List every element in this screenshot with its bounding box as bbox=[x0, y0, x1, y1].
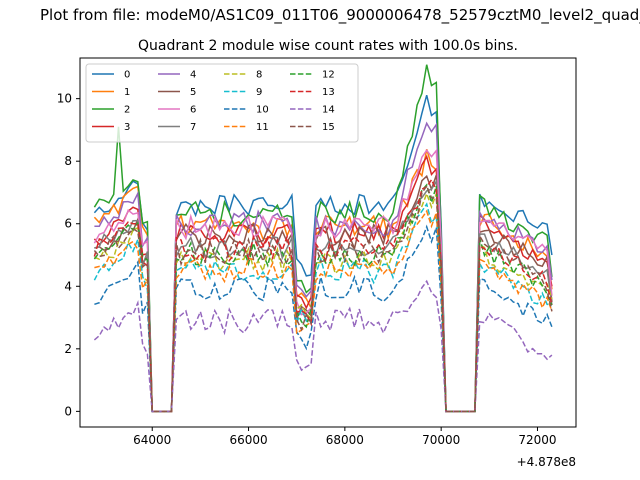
chart-title: Quadrant 2 module wise count rates with … bbox=[138, 38, 518, 54]
y-tick-label: 4 bbox=[64, 279, 72, 293]
x-tick-label: 64000 bbox=[133, 433, 171, 447]
legend-label-12: 12 bbox=[322, 70, 335, 81]
legend-label-3: 3 bbox=[124, 122, 130, 133]
y-tick-label: 8 bbox=[64, 154, 72, 168]
y-tick-label: 2 bbox=[64, 342, 72, 356]
axes: 64000 66000 68000 70000 72000 0 2 4 6 8 10 bbox=[57, 92, 557, 447]
series-line-15 bbox=[93, 184, 553, 413]
legend-label-2: 2 bbox=[124, 105, 130, 116]
legend-label-10: 10 bbox=[256, 105, 269, 116]
x-tick-label: 66000 bbox=[229, 433, 267, 447]
legend-label-13: 13 bbox=[322, 87, 335, 98]
x-tick-label: 72000 bbox=[518, 433, 556, 447]
x-tick-label: 68000 bbox=[326, 433, 364, 447]
legend-box bbox=[85, 63, 359, 143]
series-lines bbox=[93, 64, 553, 413]
x-tick-label: 70000 bbox=[422, 433, 460, 447]
legend-label-4: 4 bbox=[190, 70, 196, 81]
legend-label-11: 11 bbox=[256, 122, 269, 133]
legend-label-9: 9 bbox=[256, 87, 262, 98]
legend-label-0: 0 bbox=[124, 70, 130, 81]
legend-label-14: 14 bbox=[322, 105, 335, 116]
axes-frame bbox=[79, 57, 577, 428]
y-tick-label: 0 bbox=[64, 404, 72, 418]
legend-label-5: 5 bbox=[190, 87, 196, 98]
legend-label-1: 1 bbox=[124, 87, 130, 98]
y-tick-label: 6 bbox=[64, 217, 72, 231]
y-tick-label: 10 bbox=[57, 92, 72, 106]
legend-label-8: 8 bbox=[256, 70, 262, 81]
legend-label-6: 6 bbox=[190, 105, 196, 116]
suptitle-text: Plot from file: modeM0/AS1C09_011T06_900… bbox=[40, 6, 640, 24]
figure-suptitle: Plot from file: modeM0/AS1C09_011T06_900… bbox=[0, 6, 640, 24]
x-offset-label: +4.878e8 bbox=[517, 455, 576, 469]
legend-label-7: 7 bbox=[190, 122, 196, 133]
legend-label-15: 15 bbox=[322, 122, 335, 133]
